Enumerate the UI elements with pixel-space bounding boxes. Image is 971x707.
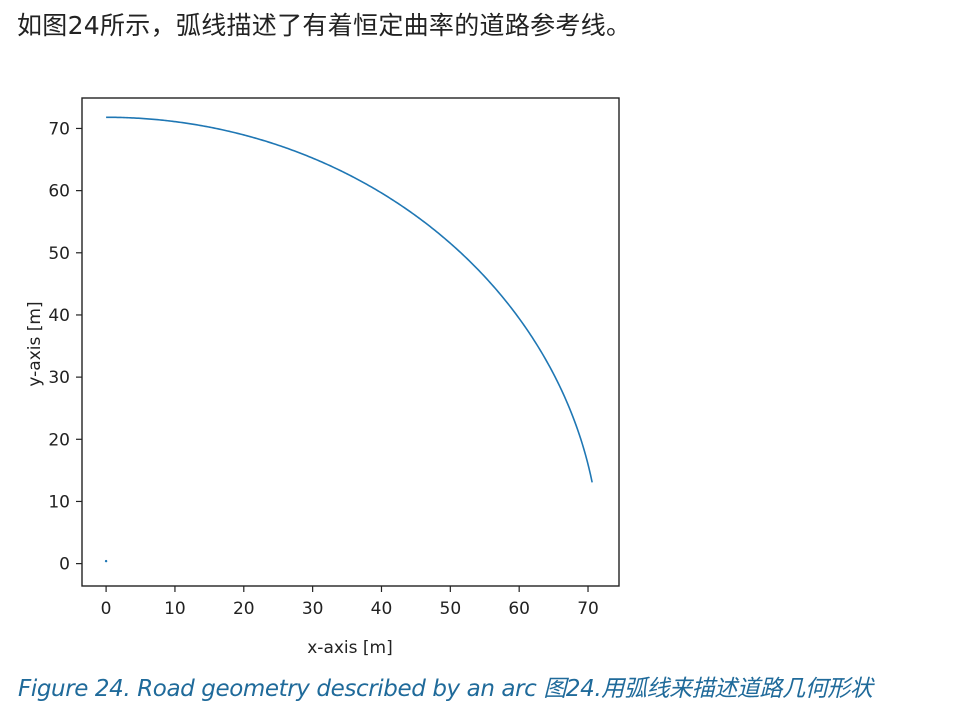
y-tick-label: 0 (59, 555, 70, 575)
y-tick-label: 30 (48, 368, 70, 388)
x-tick-label: 70 (577, 599, 599, 619)
x-tick-label: 0 (101, 599, 112, 619)
x-axis-ticks: 0 10 20 30 40 50 60 70 (101, 586, 599, 619)
intro-paragraph: 如图24所示，弧线描述了有着恒定曲率的道路参考线。 (17, 11, 632, 40)
y-tick-label: 50 (48, 244, 70, 264)
y-axis-ticks: 0 10 20 30 40 50 60 70 (48, 119, 82, 575)
x-tick-label: 50 (440, 599, 462, 619)
x-tick-label: 30 (302, 599, 324, 619)
x-tick-label: 40 (371, 599, 393, 619)
y-tick-label: 70 (48, 119, 70, 139)
y-tick-label: 20 (48, 430, 70, 450)
y-axis-label: y-axis [m] (25, 301, 45, 386)
x-tick-label: 60 (508, 599, 530, 619)
data-point (104, 559, 108, 563)
figure-caption: Figure 24. Road geometry described by an… (18, 676, 873, 702)
y-tick-label: 40 (48, 306, 70, 326)
series-layer (104, 116, 593, 563)
x-tick-label: 20 (233, 599, 255, 619)
road-arc-line (106, 116, 593, 483)
plot-area-frame (81, 97, 620, 587)
x-axis-label: x-axis [m] (307, 638, 392, 658)
x-tick-label: 10 (164, 599, 186, 619)
y-tick-label: 10 (48, 492, 70, 512)
y-tick-label: 60 (48, 182, 70, 202)
